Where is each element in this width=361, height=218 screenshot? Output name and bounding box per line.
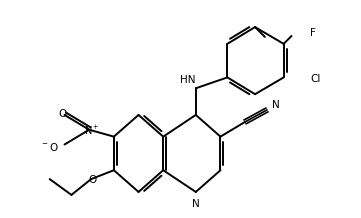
Text: O: O — [58, 109, 67, 119]
Text: $^-$O: $^-$O — [40, 141, 58, 153]
Text: HN: HN — [180, 75, 196, 85]
Text: N: N — [272, 100, 280, 110]
Text: F: F — [310, 28, 316, 38]
Text: O: O — [88, 175, 96, 185]
Text: N: N — [192, 199, 200, 209]
Text: N$^+$: N$^+$ — [84, 124, 100, 137]
Text: Cl: Cl — [310, 74, 321, 84]
